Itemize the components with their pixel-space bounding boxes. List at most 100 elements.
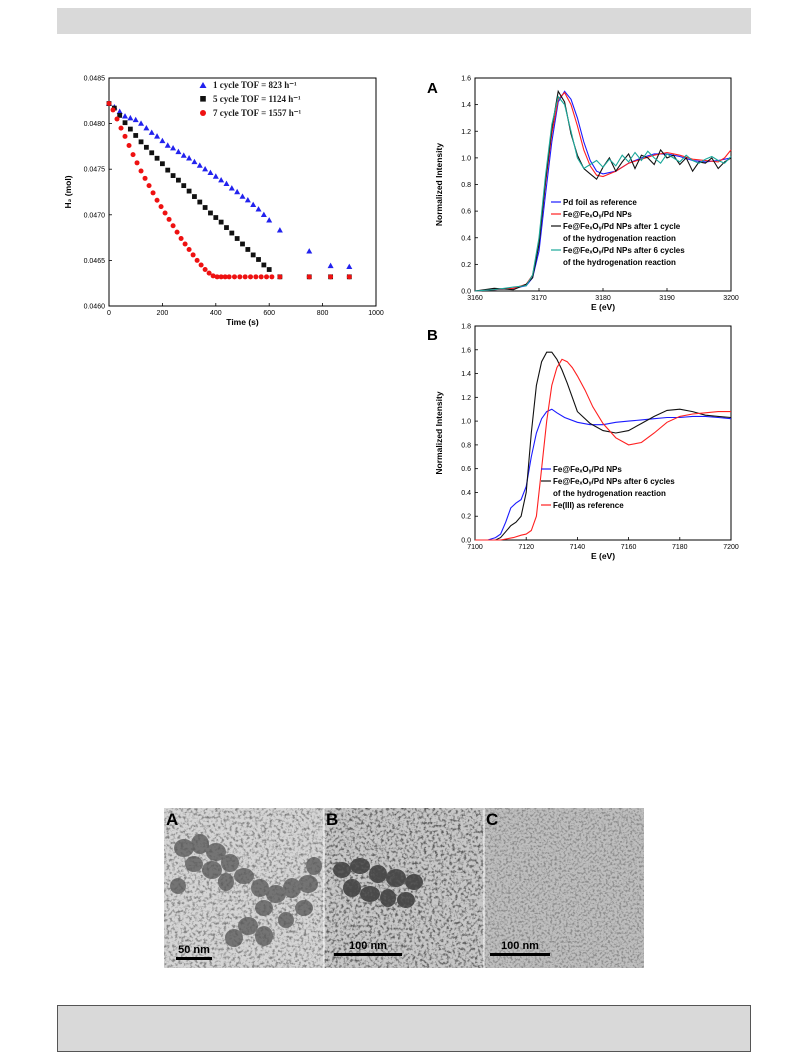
chart1-point-s3 — [130, 152, 136, 158]
chart2-panel-label: A — [427, 80, 438, 97]
chart2-x-tick-label: 3160 — [467, 295, 483, 302]
chart1-y-axis-label: H₂ (mol) — [63, 175, 73, 208]
footer-box — [57, 1005, 751, 1052]
chart1-point-s1 — [186, 155, 193, 161]
chart1-y-tick-label: 0.0460 — [84, 304, 106, 311]
chart3-y-tick-label: 1.4 — [461, 371, 471, 378]
chart1-point-s3 — [126, 142, 132, 148]
chart1-point-s1 — [116, 108, 123, 114]
chart1-point-s2 — [160, 161, 165, 167]
chart1-point-s1 — [106, 100, 112, 106]
chart1-point-s1 — [111, 103, 118, 110]
scale-bar-c: 100 nm — [490, 940, 550, 956]
chart1-point-s3 — [178, 236, 184, 242]
chart2-y-tick-label: 1.0 — [461, 155, 471, 162]
chart2-legend-label: Pd foil as reference — [563, 198, 637, 207]
chart1-point-s1 — [148, 129, 155, 135]
chart1-point-s3 — [174, 229, 180, 235]
chart1-point-s3 — [146, 183, 152, 189]
chart1-point-s3 — [106, 101, 112, 107]
chart3-y-tick-label: 1.8 — [461, 324, 471, 331]
chart2-series-line — [474, 95, 732, 292]
scale-bar-b: 100 nm — [334, 940, 402, 956]
chart3-y-tick-label: 0.8 — [461, 442, 471, 449]
chart1-point-s1 — [228, 185, 235, 191]
chart1-y-tick-label: 0.0465 — [84, 258, 106, 265]
chart1-point-s2 — [127, 126, 133, 132]
chart1-point-s1 — [260, 211, 267, 217]
chart1-point-s1 — [138, 120, 145, 126]
chart2-y-tick-label: 1.4 — [461, 102, 471, 109]
chart2-series-line — [474, 90, 732, 292]
chart1-point-s3 — [206, 270, 212, 276]
chart1-point-s1 — [276, 227, 283, 233]
chart1-point-s1 — [196, 162, 203, 168]
chart3-legend-label: Fe@FeₓOᵧ/Pd NPs — [553, 465, 622, 474]
chart2-legend-label: Fe@FeₓOᵧ/Pd NPs after 6 cycles — [563, 246, 685, 255]
chart1-point-s3 — [186, 246, 192, 252]
chart1-point-s2 — [202, 205, 208, 210]
chart1-x-tick-label: 0 — [107, 310, 111, 317]
chart3-y-axis-label: Normalized Intensity — [434, 391, 444, 474]
chart1-point-s3 — [154, 197, 160, 203]
chart1-point-s3 — [269, 274, 275, 280]
chart1-point-s1 — [143, 124, 150, 131]
chart1-point-s1 — [306, 248, 313, 254]
chart1-point-s1 — [250, 201, 257, 207]
chart2-y-tick-label: 0.6 — [461, 209, 471, 216]
chart1-point-s3 — [210, 273, 216, 279]
chart3-y-tick-label: 1.2 — [461, 395, 471, 402]
chart1-point-s3 — [158, 204, 164, 210]
chart2-series-line — [474, 89, 732, 292]
chart1-x-tick-label: 1000 — [368, 310, 384, 317]
chart1-point-s2 — [234, 236, 240, 241]
chart3-series-line — [475, 408, 732, 541]
chart1-legend-label: 1 cycle TOF = 823 h⁻¹ — [213, 80, 297, 90]
chart2-legend-label: Fe@FeₓOᵧ/Pd NPs after 1 cycle — [563, 222, 681, 231]
chart1-point-s1 — [132, 116, 139, 123]
chart1-point-s2 — [245, 247, 251, 252]
chart1-point-s2 — [197, 199, 203, 205]
chart1-point-s3 — [194, 257, 200, 263]
chart1-point-s3 — [150, 190, 156, 196]
chart2-legend-label-line2: of the hydrogenation reaction — [563, 234, 676, 243]
chart1-point-s2 — [111, 105, 117, 111]
chart1-point-s3 — [110, 107, 116, 113]
chart3-panel-label: B — [427, 327, 438, 344]
chart1-point-s3 — [182, 241, 188, 247]
tem-micrographs — [164, 808, 644, 968]
chart2-x-tick-label: 3180 — [595, 295, 611, 302]
chart1-point-s1 — [255, 206, 262, 212]
chart1-point-s3 — [346, 274, 352, 280]
chart1-point-s3 — [264, 274, 270, 280]
chart1-point-s1 — [191, 158, 198, 165]
chart1-point-s2 — [213, 215, 219, 220]
chart1-plot-frame — [108, 77, 377, 307]
chart1-point-s1 — [122, 113, 129, 119]
chart1-y-tick-label: 0.0480 — [84, 121, 106, 128]
chart1-point-s1 — [234, 188, 241, 195]
chart1-x-axis-label: Time (s) — [226, 317, 259, 327]
chart1-legend-label: 7 cycle TOF = 1557 h⁻¹ — [213, 108, 301, 118]
chart1-point-s1 — [180, 152, 187, 158]
chart1-point-s2 — [186, 188, 192, 194]
chart1-point-s3 — [237, 274, 243, 280]
chart1-legend-marker — [200, 96, 206, 102]
chart1-point-s2 — [154, 155, 160, 161]
chart1-point-s1 — [218, 176, 225, 183]
chart1-point-s2 — [143, 144, 149, 150]
tem-label-c: C — [486, 810, 499, 829]
chart2-y-tick-label: 0.0 — [461, 289, 471, 296]
chart1-point-s3 — [242, 274, 248, 280]
chart1-x-tick-label: 400 — [210, 310, 222, 317]
chart1-point-s3 — [226, 274, 232, 280]
chart1-point-s3 — [218, 274, 224, 280]
chart1-point-s1 — [202, 166, 209, 172]
chart1-point-s3 — [328, 274, 334, 280]
chart1-point-s1 — [159, 137, 166, 144]
chart1-point-s1 — [239, 193, 246, 199]
chart1-point-s1 — [154, 133, 161, 139]
chart1-point-s3 — [138, 168, 144, 174]
chart1-point-s2 — [149, 150, 155, 156]
chart1-point-s3 — [118, 125, 124, 131]
